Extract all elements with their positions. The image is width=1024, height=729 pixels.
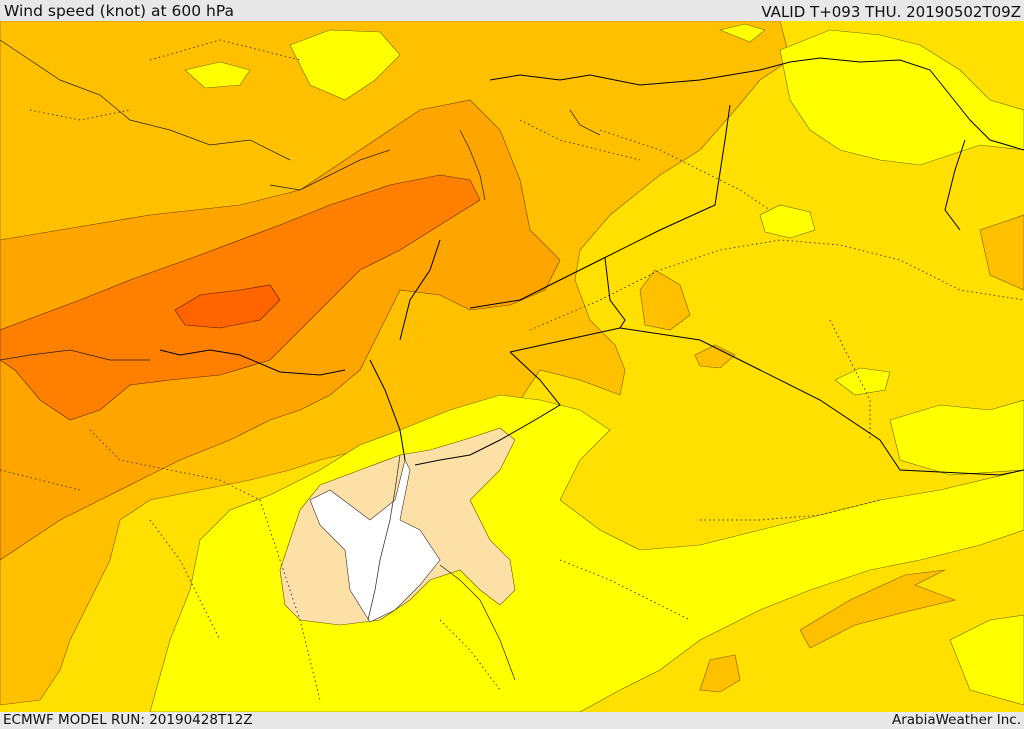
yellow-patch-small-east2: [834, 367, 891, 396]
white-core: [309, 459, 441, 623]
amber-patch-small: [694, 344, 736, 369]
amber-patch-south: [699, 654, 741, 693]
yellow-band-northeast: [779, 29, 1024, 166]
yellow-patch-south-east2: [949, 614, 1024, 706]
footer-bar: [0, 712, 1024, 729]
credit-label: ArabiaWeather Inc.: [891, 712, 1021, 728]
wind-speed-map: [0, 21, 1024, 712]
yellow-patch-small-east: [759, 204, 816, 239]
yellow-patch-top: [289, 29, 401, 101]
red-orange-core: [174, 284, 281, 329]
map-title: Wind speed (knot) at 600 hPa: [4, 2, 235, 20]
coastlines: [0, 39, 601, 681]
header-bar: [0, 0, 1024, 21]
valid-time: VALID T+093 THU. 20190502T09Z: [761, 3, 1021, 21]
amber-patch-east: [979, 214, 1024, 291]
yellow-patch-north: [719, 23, 766, 43]
amber-patch-southeast: [799, 569, 957, 649]
model-run-label: ECMWF MODEL RUN: 20190428T12Z: [3, 712, 253, 728]
yellow-patch-top2: [184, 61, 251, 89]
admin-boundaries: [0, 39, 1024, 701]
country-borders: [159, 57, 1024, 476]
yellow-patch-east: [889, 399, 1024, 476]
amber-patch-middle: [639, 269, 691, 331]
